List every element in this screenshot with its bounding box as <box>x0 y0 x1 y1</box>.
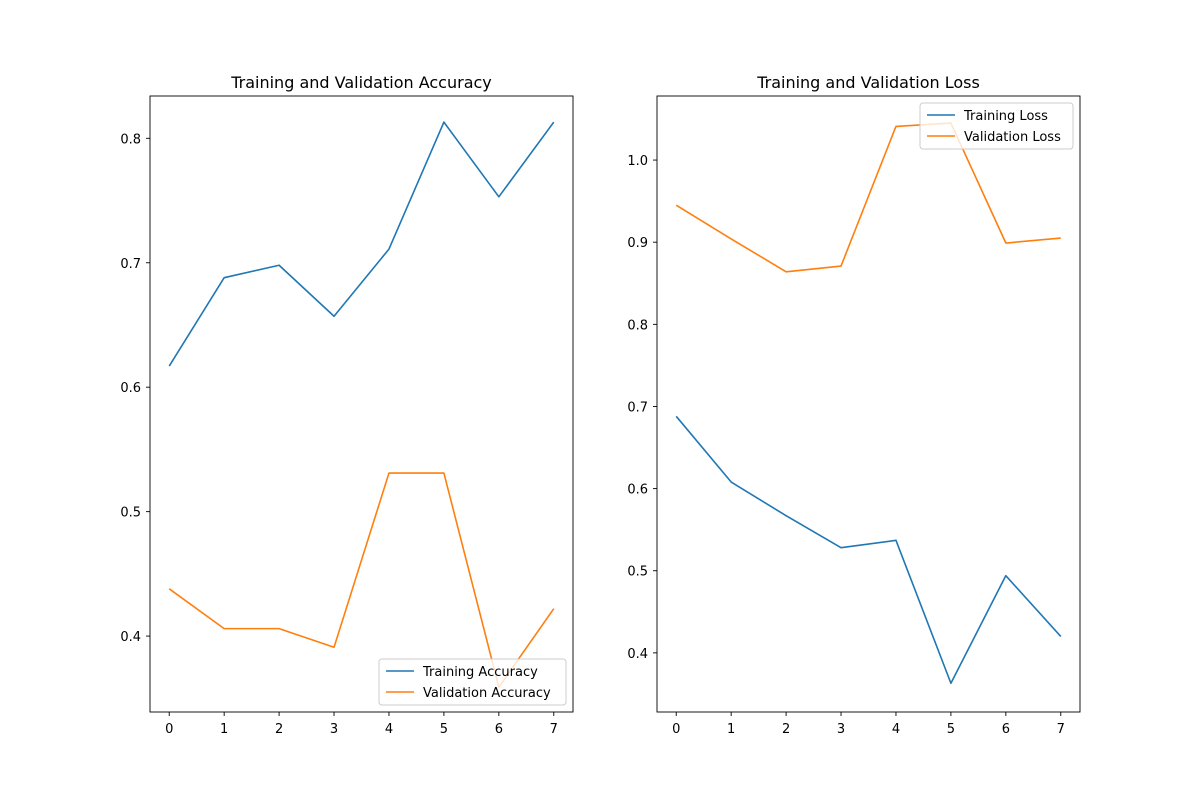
loss-y-tick-label: 1.0 <box>627 154 648 169</box>
accuracy-x-tick-label: 5 <box>440 722 448 737</box>
loss-x-tick-label: 0 <box>672 722 680 737</box>
validation-loss-legend-label: Validation Loss <box>964 130 1061 145</box>
loss-x-tick-label: 2 <box>782 722 790 737</box>
loss-y-tick-label: 0.8 <box>627 318 648 333</box>
loss-x-tick-label: 1 <box>727 722 735 737</box>
loss-y-tick-label: 0.4 <box>627 647 648 662</box>
accuracy-x-tick-label: 3 <box>330 722 338 737</box>
accuracy-x-tick-label: 1 <box>220 722 228 737</box>
accuracy-x-tick-label: 7 <box>550 722 558 737</box>
validation-loss-line <box>675 122 1061 273</box>
accuracy-y-tick-label: 0.5 <box>120 506 141 521</box>
loss-y-tick-label: 0.9 <box>627 236 648 251</box>
accuracy-y-tick-label: 0.6 <box>120 381 141 396</box>
training-loss-legend-label: Training Loss <box>963 109 1048 124</box>
loss-y-tick-label: 0.5 <box>627 565 648 580</box>
accuracy-chart-title: Training and Validation Accuracy <box>230 73 492 92</box>
accuracy-x-tick-label: 6 <box>495 722 503 737</box>
loss-chart-title: Training and Validation Loss <box>756 73 980 92</box>
accuracy-chart: Training and Validation Accuracy 0 1 2 3 4 5 6 7… <box>120 73 574 737</box>
training-accuracy-legend-label: Training Accuracy <box>422 665 538 680</box>
loss-x-tick-label: 7 <box>1057 722 1065 737</box>
accuracy-y-tick-label: 0.4 <box>120 630 141 645</box>
accuracy-y-tick-label: 0.8 <box>120 132 141 147</box>
accuracy-x-tick-label: 4 <box>385 722 393 737</box>
loss-x-tick-label: 5 <box>947 722 955 737</box>
loss-axes-frame <box>656 95 1081 713</box>
loss-x-tick-label: 4 <box>892 722 900 737</box>
validation-accuracy-legend-label: Validation Accuracy <box>423 686 551 701</box>
loss-y-tick-label: 0.7 <box>627 400 648 415</box>
training-loss-line <box>675 415 1062 685</box>
accuracy-axes-frame <box>149 95 574 713</box>
accuracy-x-tick-label: 2 <box>275 722 283 737</box>
loss-x-tick-label: 6 <box>1002 722 1010 737</box>
loss-x-tick-label: 3 <box>837 722 845 737</box>
training-accuracy-line <box>168 121 555 367</box>
accuracy-legend-box <box>378 658 567 706</box>
accuracy-x-tick-label: 0 <box>165 722 173 737</box>
loss-chart: Training and Validation Loss 0 1 2 3 4 5 6 7 0.4 0… <box>627 73 1081 737</box>
loss-y-tick-label: 0.6 <box>627 483 648 498</box>
accuracy-y-tick-label: 0.7 <box>120 257 141 272</box>
loss-legend-box <box>919 102 1074 150</box>
validation-accuracy-line <box>168 472 555 688</box>
